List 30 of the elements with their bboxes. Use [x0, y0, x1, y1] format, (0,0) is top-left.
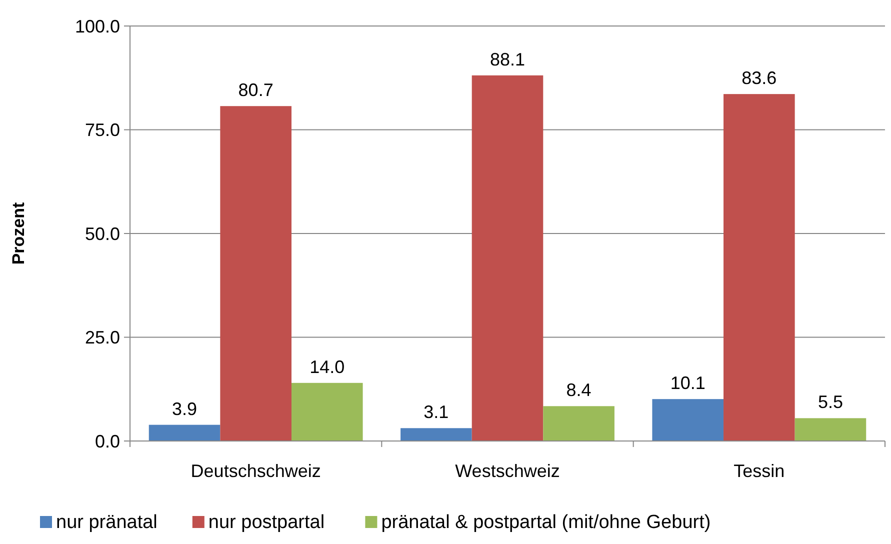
data-label: 14.0 — [310, 356, 345, 377]
data-label: 80.7 — [238, 80, 274, 100]
legend-label: nur pränatal — [56, 512, 158, 533]
bar — [724, 94, 795, 441]
y-tick-label: 100.0 — [74, 16, 120, 36]
bar — [794, 418, 866, 441]
data-label: 3.9 — [172, 398, 198, 419]
x-tick-label: Tessin — [734, 461, 785, 481]
x-tick-label: Westschweiz — [455, 461, 560, 481]
y-tick-label: 50.0 — [84, 224, 120, 244]
y-tick-label: 0.0 — [94, 431, 120, 452]
bar — [148, 424, 220, 441]
bar — [543, 406, 614, 441]
y-tick-label: 75.0 — [84, 120, 120, 140]
bar — [652, 399, 724, 441]
legend-label: pränatal & postpartal (mit/ohne Geburt) — [381, 512, 711, 533]
legend-label: nur postpartal — [208, 512, 325, 533]
data-label: 8.4 — [566, 380, 592, 400]
data-label: 88.1 — [490, 49, 526, 70]
bar — [400, 428, 472, 441]
bar — [472, 75, 544, 441]
x-tick-label: Deutschschweiz — [190, 461, 321, 481]
data-label: 3.1 — [424, 402, 449, 422]
bar — [220, 106, 292, 441]
data-label: 83.6 — [742, 68, 777, 88]
y-tick-label: 25.0 — [84, 328, 120, 348]
data-label: 5.5 — [818, 392, 843, 412]
bar — [291, 382, 363, 441]
data-label: 10.1 — [670, 373, 706, 394]
y-axis-title: Prozent — [9, 202, 28, 265]
